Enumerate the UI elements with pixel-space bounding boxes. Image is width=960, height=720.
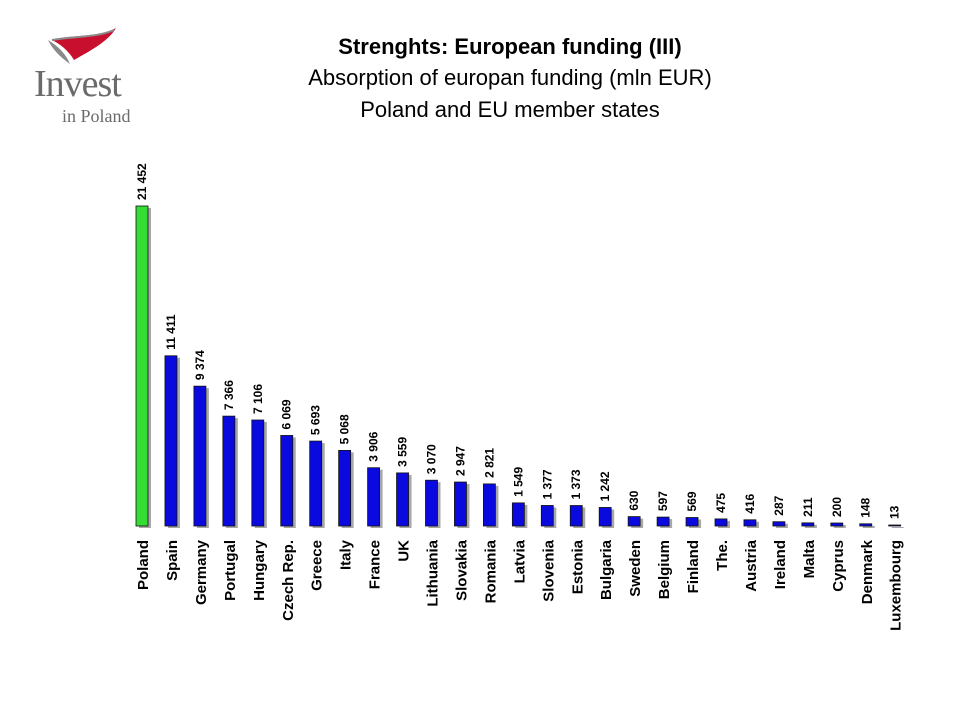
- bar-sweden: [627, 516, 641, 527]
- category-label-estonia: Estonia: [569, 539, 586, 594]
- value-label-latvia: 1 549: [511, 467, 525, 497]
- category-label-austria: Austria: [743, 539, 760, 591]
- category-label-belgium: Belgium: [656, 540, 673, 599]
- value-label-malta: 211: [801, 497, 815, 517]
- category-label-luxembourg: Luxembourg: [888, 540, 905, 631]
- bar-latvia: [511, 502, 525, 527]
- bar-finland: [685, 517, 699, 527]
- category-label-greece: Greece: [309, 540, 326, 591]
- chart-title: Strenghts: European funding (III): [338, 34, 682, 59]
- category-label-uk: UK: [396, 540, 413, 562]
- value-label-the: 475: [714, 493, 728, 513]
- category-label-romania: Romania: [482, 539, 499, 603]
- bar-shadow-luxembourg: [891, 527, 904, 528]
- chart-subtitle-line-2: Poland and EU member states: [360, 97, 660, 122]
- value-label-ireland: 287: [772, 495, 786, 515]
- value-label-austria: 416: [743, 493, 757, 513]
- category-label-slovakia: Slovakia: [453, 539, 470, 601]
- category-label-cyprus: Cyprus: [830, 540, 847, 592]
- chart-titles: Strenghts: European funding (III) Absorp…: [230, 32, 790, 126]
- category-label-portugal: Portugal: [222, 540, 239, 601]
- bar-hungary: [251, 419, 265, 527]
- bar-shadow-malta: [804, 524, 817, 528]
- bar-denmark: [859, 523, 873, 527]
- value-label-slovenia: 1 377: [540, 469, 554, 499]
- value-label-belgium: 597: [656, 491, 670, 511]
- value-label-czech-rep: 6 069: [280, 399, 294, 429]
- value-label-slovakia: 2 947: [453, 446, 467, 476]
- value-label-denmark: 148: [859, 497, 873, 517]
- bar-lithuania: [425, 479, 438, 527]
- bar-ireland: [772, 521, 786, 527]
- category-label-poland: Poland: [135, 540, 152, 590]
- value-label-hungary: 7 106: [251, 384, 265, 414]
- value-label-france: 3 906: [367, 431, 381, 461]
- category-label-italy: Italy: [338, 539, 355, 570]
- bar-shadow-cyprus: [833, 525, 846, 528]
- category-label-the: The.: [714, 540, 731, 571]
- value-label-uk: 3 559: [396, 437, 410, 467]
- category-label-spain: Spain: [164, 540, 181, 581]
- bar-slovakia: [454, 481, 467, 527]
- category-label-germany: Germany: [193, 539, 210, 605]
- bar-malta: [801, 522, 815, 527]
- bar-austria: [743, 519, 757, 527]
- category-label-malta: Malta: [801, 539, 818, 578]
- value-label-finland: 569: [685, 491, 699, 511]
- bar-italy: [338, 450, 352, 527]
- logo-subtext: in Poland: [62, 106, 131, 126]
- value-label-cyprus: 200: [830, 497, 844, 517]
- value-label-sweden: 630: [627, 490, 641, 510]
- value-label-poland: 21 452: [135, 163, 149, 200]
- logo-wordmark: Invest: [34, 63, 122, 105]
- bar-czech-rep: [280, 435, 294, 527]
- bar-bulgaria: [598, 507, 612, 527]
- category-label-ireland: Ireland: [772, 540, 789, 589]
- category-label-finland: Finland: [685, 540, 702, 593]
- category-label-lithuania: Lithuania: [425, 539, 442, 606]
- bar-spain: [164, 355, 178, 527]
- bar-the: [714, 518, 728, 527]
- bar-france: [367, 467, 381, 527]
- value-label-bulgaria: 1 242: [598, 471, 612, 501]
- category-label-bulgaria: Bulgaria: [598, 539, 615, 600]
- category-label-slovenia: Slovenia: [540, 539, 557, 601]
- bar-shadow-denmark: [862, 525, 875, 528]
- category-label-latvia: Latvia: [511, 539, 528, 583]
- value-label-greece: 5 693: [309, 405, 323, 435]
- value-label-portugal: 7 366: [222, 380, 236, 410]
- bar-uk: [396, 472, 409, 527]
- category-label-czech-rep: Czech Rep.: [280, 540, 297, 621]
- bar-germany: [193, 385, 207, 527]
- category-label-hungary: Hungary: [251, 539, 268, 601]
- value-label-spain: 11 411: [164, 314, 178, 350]
- category-label-denmark: Denmark: [859, 539, 876, 604]
- bar-poland: [135, 205, 149, 527]
- value-label-estonia: 1 373: [569, 469, 583, 499]
- value-label-romania: 2 821: [482, 448, 496, 478]
- bar-luxembourg: [888, 524, 902, 527]
- bar-belgium: [656, 516, 670, 527]
- value-label-italy: 5 068: [338, 414, 352, 444]
- bar-portugal: [222, 415, 236, 527]
- flag-swoosh-icon: [48, 28, 116, 64]
- value-label-luxembourg: 13: [888, 505, 902, 519]
- value-label-lithuania: 3 070: [425, 444, 439, 474]
- bar-slovenia: [540, 505, 554, 527]
- value-label-germany: 9 374: [193, 350, 207, 380]
- category-label-france: France: [367, 540, 384, 589]
- category-label-sweden: Sweden: [627, 540, 644, 597]
- bar-romania: [482, 483, 496, 527]
- invest-in-poland-logo: Invest in Poland: [28, 26, 148, 126]
- bar-estonia: [569, 505, 583, 527]
- bar-greece: [309, 440, 323, 527]
- bar-cyprus: [830, 522, 844, 527]
- chart-subtitle-line-1: Absorption of europan funding (mln EUR): [308, 65, 712, 90]
